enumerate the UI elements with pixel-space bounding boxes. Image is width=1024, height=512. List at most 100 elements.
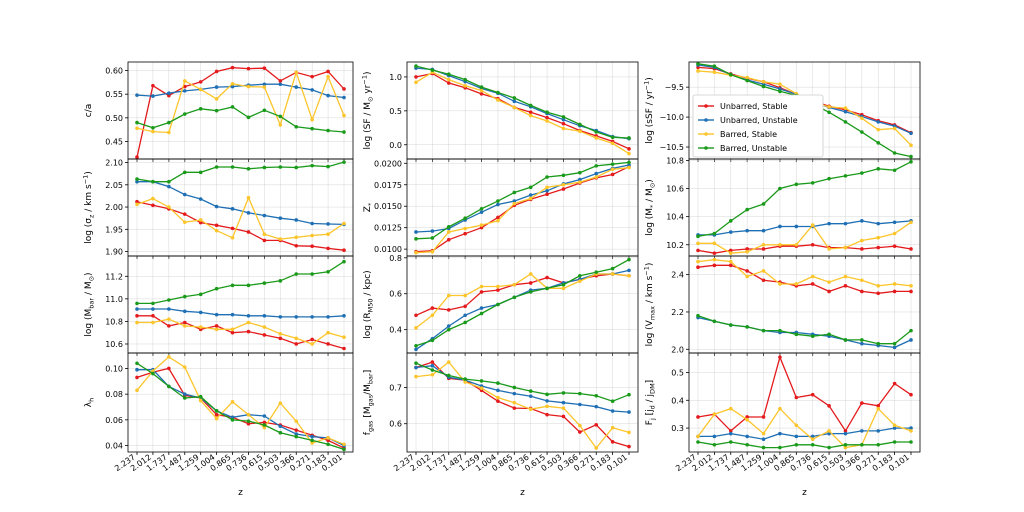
series-line xyxy=(137,308,345,318)
data-point xyxy=(876,404,881,408)
data-point xyxy=(479,311,484,316)
series-barred-stable xyxy=(414,70,631,156)
data-point xyxy=(310,438,314,443)
y-tick-label: 0.5 xyxy=(389,107,402,116)
data-point xyxy=(712,251,717,255)
data-point xyxy=(262,425,267,430)
series-unbarred-stable xyxy=(414,164,631,254)
data-point xyxy=(479,92,484,96)
data-point xyxy=(712,263,717,268)
data-point xyxy=(594,404,599,409)
y-axis-label: log (RM50 / kpc) xyxy=(363,270,375,338)
series-line xyxy=(697,161,912,237)
series-unbarred-stable xyxy=(135,65,346,159)
series-unbarred-stable xyxy=(135,199,346,253)
y-tick-label: 2.0 xyxy=(671,345,684,354)
data-point xyxy=(246,320,251,325)
data-point xyxy=(876,127,881,132)
axes-frame xyxy=(688,255,921,354)
y-tick-label: 0.60 xyxy=(105,67,123,76)
y-tick-label: 0.06 xyxy=(105,416,123,425)
y-axis-label: c/a xyxy=(84,104,94,118)
series-line xyxy=(698,220,912,236)
data-point xyxy=(610,141,615,146)
y-tick-label: 0.0 xyxy=(389,141,402,150)
data-point xyxy=(545,275,549,280)
data-point xyxy=(578,180,582,184)
data-point xyxy=(496,399,500,404)
data-point xyxy=(528,394,533,398)
data-point xyxy=(860,171,864,175)
data-point xyxy=(778,328,782,333)
data-point xyxy=(827,280,831,284)
data-point xyxy=(230,226,235,231)
data-point xyxy=(827,289,831,294)
data-point xyxy=(827,429,831,433)
y-tick-label: 10.4 xyxy=(666,213,684,222)
data-point xyxy=(892,126,897,131)
data-point xyxy=(512,295,517,300)
y-tick-label: 0.8 xyxy=(389,254,402,263)
series-unbarred-unstable xyxy=(696,426,913,442)
data-point xyxy=(496,288,500,292)
y-tick-label: 0.0100 xyxy=(374,245,402,254)
y-tick-label: 1.0 xyxy=(389,73,402,82)
data-point xyxy=(496,395,500,400)
data-point xyxy=(230,105,235,109)
data-point xyxy=(135,375,139,380)
data-point xyxy=(810,181,815,185)
series-line xyxy=(415,365,630,413)
legend-marker xyxy=(704,132,708,136)
data-point xyxy=(578,402,582,407)
y-tick-label: 1.95 xyxy=(105,225,123,234)
data-point xyxy=(294,336,299,341)
data-point xyxy=(198,310,203,315)
data-point xyxy=(712,257,717,262)
data-point xyxy=(479,284,484,289)
data-point xyxy=(761,79,766,84)
y-tick-label: 10.6 xyxy=(666,185,684,194)
data-point xyxy=(892,345,897,350)
data-point xyxy=(512,282,517,287)
data-point xyxy=(728,406,733,411)
y-tick-label: 10.6 xyxy=(105,340,123,349)
data-point xyxy=(794,442,799,447)
data-point xyxy=(594,393,599,398)
data-point xyxy=(810,242,815,247)
y-tick-label: 0.0175 xyxy=(374,181,402,190)
data-point xyxy=(151,129,155,134)
axes-frame xyxy=(688,352,921,453)
y-axis-label: λh xyxy=(84,398,96,407)
data-point xyxy=(827,176,831,181)
data-point xyxy=(728,248,733,253)
data-point xyxy=(892,289,897,294)
data-point xyxy=(294,218,299,222)
data-point xyxy=(167,179,171,184)
data-point xyxy=(182,324,187,328)
data-point xyxy=(198,170,203,175)
data-point xyxy=(745,415,749,419)
data-point xyxy=(892,423,897,428)
data-point xyxy=(909,429,913,433)
data-point xyxy=(745,75,749,80)
data-point xyxy=(463,313,467,318)
y-tick-label: 0.6 xyxy=(389,420,402,429)
data-point xyxy=(528,113,533,118)
data-point xyxy=(342,113,346,118)
data-point xyxy=(892,231,897,236)
axes-frame xyxy=(406,352,639,453)
data-point xyxy=(167,130,171,135)
series-line xyxy=(415,361,630,450)
data-point xyxy=(278,424,283,429)
axes-frame xyxy=(127,61,354,160)
data-point xyxy=(761,445,766,450)
data-point xyxy=(876,167,881,171)
data-point xyxy=(326,315,330,319)
data-point xyxy=(594,136,599,140)
data-point xyxy=(810,392,815,397)
data-point xyxy=(627,163,631,167)
data-point xyxy=(326,164,330,169)
series-unbarred-unstable xyxy=(414,163,631,234)
y-axis-label: Z* xyxy=(363,202,375,212)
data-point xyxy=(414,326,418,330)
